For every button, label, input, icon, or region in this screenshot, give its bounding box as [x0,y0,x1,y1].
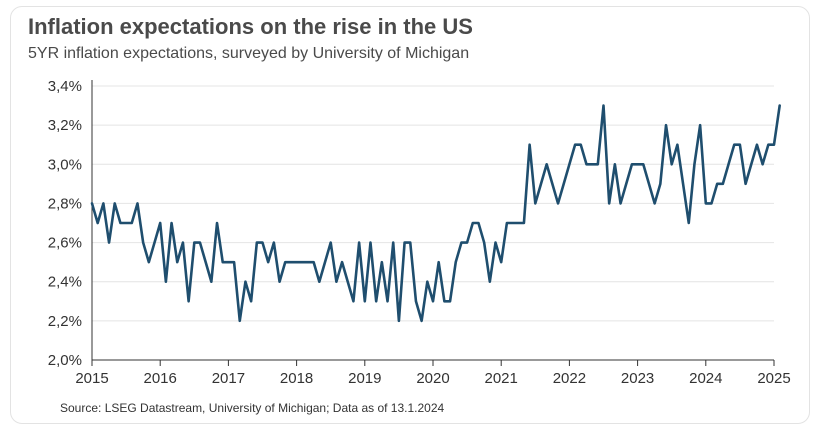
chart-card [10,6,810,424]
x-tick-label: 2019 [348,370,381,387]
x-tick-label: 2017 [212,370,245,387]
chart-subtitle: 5YR inflation expectations, surveyed by … [28,45,470,62]
source-note: Source: LSEG Datastream, University of M… [60,401,445,415]
y-tick-label: 2,6% [48,235,82,252]
y-tick-label: 2,2% [48,313,82,330]
series-line [90,104,781,323]
y-tick-label: 2,0% [48,352,82,369]
x-tick-label: 2025 [757,370,790,387]
y-tick-label: 2,8% [48,195,82,212]
x-tick-label: 2018 [280,370,313,387]
x-tick-label: 2022 [553,370,586,387]
x-tick-label: 2023 [621,370,654,387]
x-tick-label: 2015 [75,370,108,387]
y-tick-label: 3,4% [48,78,82,95]
x-tick-label: 2024 [689,370,722,387]
y-tick-label: 3,0% [48,156,82,173]
x-tick-label: 2020 [416,370,449,387]
chart-title: Inflation expectations on the rise in th… [28,14,473,39]
x-tick-label: 2021 [485,370,518,387]
y-tick-label: 3,2% [48,117,82,134]
x-tick-label: 2016 [144,370,177,387]
y-tick-label: 2,4% [48,274,82,291]
